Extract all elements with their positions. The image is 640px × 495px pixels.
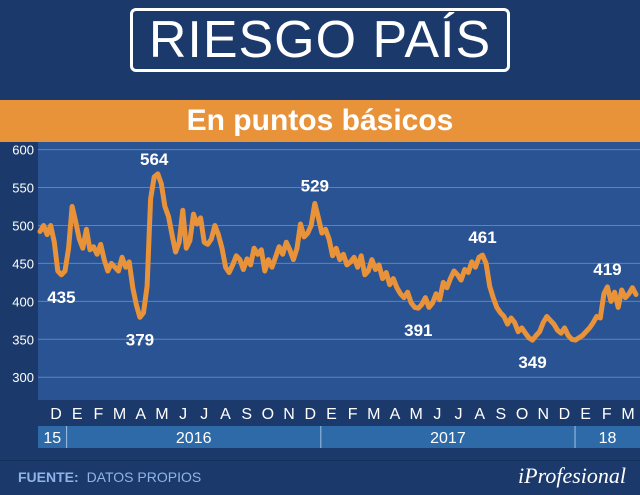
x-tick-label: M xyxy=(113,406,126,423)
data-label: 419 xyxy=(593,260,621,279)
x-tick-label: A xyxy=(135,406,146,423)
x-axis-strip xyxy=(0,400,640,426)
title-area: RIESGO PAÍS xyxy=(0,0,640,80)
x-tick-label: J xyxy=(433,406,441,423)
x-tick-label: D xyxy=(304,406,316,423)
brand-logo: iProfesional xyxy=(518,463,626,488)
data-label: 529 xyxy=(301,176,329,195)
year-label: 2016 xyxy=(176,430,212,447)
x-tick-label: M xyxy=(409,406,422,423)
source-label: FUENTE: xyxy=(18,469,79,485)
page-title: RIESGO PAÍS xyxy=(148,11,492,69)
x-tick-label: F xyxy=(93,406,103,423)
y-tick-label: 450 xyxy=(12,256,34,271)
footer: FUENTE: DATOS PROPIOS iProfesional xyxy=(0,460,640,495)
y-tick-label: 500 xyxy=(12,218,34,233)
year-label: 2017 xyxy=(430,430,466,447)
chart-area: 600 550 500 450 400 350 300 564 435 379 529 391 461 3… xyxy=(0,142,640,460)
data-label: 349 xyxy=(518,353,546,372)
x-tick-label: O xyxy=(262,406,274,423)
x-tick-label: N xyxy=(283,406,295,423)
plot-background xyxy=(38,142,640,400)
x-tick-label: A xyxy=(474,406,485,423)
x-tick-label: E xyxy=(72,406,83,423)
year-band xyxy=(38,426,640,448)
title-box: RIESGO PAÍS xyxy=(130,8,510,72)
source-value: DATOS PROPIOS xyxy=(86,469,202,485)
x-tick-label: E xyxy=(580,406,591,423)
data-label: 379 xyxy=(126,330,154,349)
y-tick-label: 600 xyxy=(12,143,34,158)
data-label: 461 xyxy=(468,228,496,247)
x-tick-label: F xyxy=(602,406,612,423)
line-chart: 600 550 500 450 400 350 300 564 435 379 529 391 461 3… xyxy=(0,142,640,448)
x-tick-label: A xyxy=(220,406,231,423)
x-tick-label: M xyxy=(155,406,168,423)
source-line: FUENTE: DATOS PROPIOS xyxy=(18,469,201,485)
year-label: 18 xyxy=(599,430,617,447)
y-axis-strip xyxy=(0,142,38,400)
year-label: 15 xyxy=(43,430,61,447)
data-label: 391 xyxy=(404,321,432,340)
x-tick-label: F xyxy=(348,406,358,423)
data-label: 564 xyxy=(140,150,169,169)
x-tick-label: D xyxy=(559,406,571,423)
y-tick-label: 300 xyxy=(12,370,34,385)
chart-subtitle: En puntos básicos xyxy=(186,104,454,137)
x-tick-label: M xyxy=(621,406,634,423)
y-tick-label: 550 xyxy=(12,181,34,196)
x-tick-label: S xyxy=(241,406,252,423)
x-tick-label: A xyxy=(390,406,401,423)
x-tick-label: J xyxy=(200,406,208,423)
x-tick-label: O xyxy=(516,406,528,423)
x-tick-label: S xyxy=(496,406,507,423)
y-tick-label: 400 xyxy=(12,294,34,309)
subtitle-band: En puntos básicos xyxy=(0,100,640,142)
data-label: 435 xyxy=(47,288,75,307)
x-tick-label: M xyxy=(367,406,380,423)
x-tick-label: E xyxy=(326,406,337,423)
y-tick-label: 350 xyxy=(12,332,34,347)
x-tick-label: J xyxy=(455,406,463,423)
x-tick-label: D xyxy=(50,406,62,423)
series-line xyxy=(37,171,639,343)
x-tick-label: J xyxy=(179,406,187,423)
x-tick-label: N xyxy=(537,406,549,423)
